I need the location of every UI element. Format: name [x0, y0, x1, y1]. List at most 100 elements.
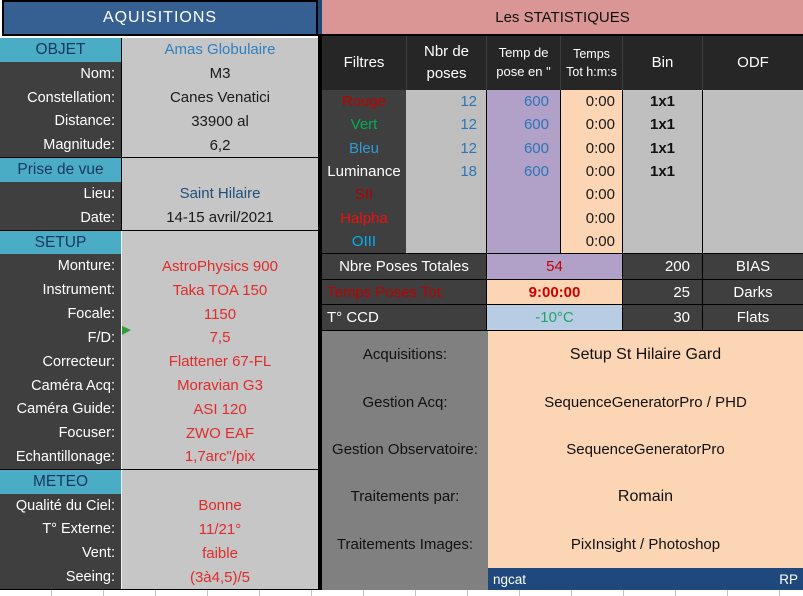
calibration-count-cell[interactable]: 30	[622, 305, 702, 331]
section-header-cell[interactable]: Prise de vue	[0, 158, 121, 182]
info-label-cell[interactable]: Gestion Acq:	[362, 393, 448, 411]
row-value-cell[interactable]: Flattener 67-FL	[121, 349, 318, 374]
poses-cell[interactable]: 18	[406, 159, 486, 184]
exposure-cell[interactable]	[486, 229, 560, 253]
poses-cell[interactable]	[406, 206, 486, 230]
info-value-cell[interactable]: SequenceGeneratorPro	[566, 441, 725, 459]
odf-cell[interactable]	[702, 229, 803, 253]
odf-cell[interactable]	[702, 183, 803, 207]
filter-name-cell[interactable]: SII	[322, 183, 406, 207]
row-label-cell[interactable]: Monture:	[0, 254, 121, 279]
section-header-cell[interactable]: OBJET	[0, 38, 121, 62]
row-label-cell[interactable]: Date:	[0, 205, 121, 230]
statistiques-banner[interactable]: Les STATISTIQUES	[322, 0, 803, 36]
odf-cell[interactable]	[702, 90, 803, 114]
row-label-cell[interactable]: Magnitude:	[0, 133, 121, 158]
row-value-cell[interactable]	[121, 158, 318, 182]
calibration-name-cell[interactable]: BIAS	[702, 254, 803, 279]
row-label-cell[interactable]: Correcteur:	[0, 349, 121, 374]
row-value-cell[interactable]: ASI 120	[121, 397, 318, 422]
total-time-cell[interactable]: 0:00	[560, 183, 622, 207]
filter-name-cell[interactable]: Luminance	[322, 159, 406, 184]
exposure-cell[interactable]: 600	[486, 159, 560, 184]
exposure-cell[interactable]: 600	[486, 113, 560, 137]
row-value-cell[interactable]: Canes Venatici	[121, 85, 318, 110]
row-label-cell[interactable]: Seeing:	[0, 565, 121, 590]
poses-cell[interactable]: 12	[406, 113, 486, 137]
info-value-cell[interactable]: SequenceGeneratorPro / PHD	[544, 393, 747, 411]
info-label-cell[interactable]: Acquisitions:	[362, 346, 448, 364]
exposure-cell[interactable]	[486, 183, 560, 207]
odf-cell[interactable]	[702, 136, 803, 160]
row-label-cell[interactable]: Qualité du Ciel:	[0, 493, 121, 518]
odf-cell[interactable]	[702, 159, 803, 184]
poses-cell[interactable]: 12	[406, 136, 486, 160]
header-nbr-de-poses[interactable]: Nbr de poses	[406, 36, 486, 90]
row-label-cell[interactable]: F/D:	[0, 325, 121, 350]
row-value-cell[interactable]: Moravian G3	[121, 373, 318, 398]
header-temp-de-pose[interactable]: Temp de pose en "	[486, 36, 560, 90]
header-bin[interactable]: Bin	[622, 36, 702, 90]
row-value-cell[interactable]	[121, 230, 318, 255]
exposure-cell[interactable]: 600	[486, 90, 560, 114]
totals-value-cell[interactable]: -10°C	[486, 305, 622, 331]
bin-cell[interactable]: 1x1	[622, 90, 702, 114]
poses-cell[interactable]	[406, 229, 486, 253]
bin-cell[interactable]: 1x1	[622, 159, 702, 184]
row-value-cell[interactable]: 11/21°	[121, 517, 318, 542]
totals-value-cell[interactable]: 9:00:00	[486, 279, 622, 305]
row-label-cell[interactable]: Nom:	[0, 61, 121, 86]
row-value-cell[interactable]	[121, 469, 318, 494]
row-value-cell[interactable]: Taka TOA 150	[121, 278, 318, 303]
row-value-cell[interactable]: 6,2	[121, 133, 318, 158]
row-label-cell[interactable]: Constellation:	[0, 85, 121, 110]
row-label-cell[interactable]: Vent:	[0, 541, 121, 566]
header-filtres[interactable]: Filtres	[343, 54, 385, 72]
section-header-cell[interactable]: SETUP	[0, 230, 121, 255]
total-time-cell[interactable]: 0:00	[560, 90, 622, 114]
row-value-cell[interactable]: 1150	[121, 302, 318, 326]
filter-name-cell[interactable]: Halpha	[322, 206, 406, 230]
total-time-cell[interactable]: 0:00	[560, 206, 622, 230]
odf-cell[interactable]	[702, 206, 803, 230]
info-label-cell[interactable]: Gestion Observatoire:	[332, 441, 478, 459]
total-time-cell[interactable]: 0:00	[560, 159, 622, 184]
row-label-cell[interactable]: Focale:	[0, 302, 121, 326]
row-value-cell[interactable]: 7,5	[121, 325, 318, 350]
info-label-cell[interactable]: Traitements Images:	[336, 535, 474, 553]
filter-name-cell[interactable]: Rouge	[322, 90, 406, 114]
info-value-cell[interactable]: Setup St Hilaire Gard	[569, 345, 722, 363]
row-value-cell[interactable]: M3	[121, 61, 318, 86]
section-header-cell[interactable]: METEO	[0, 469, 121, 494]
poses-cell[interactable]: 12	[406, 90, 486, 114]
row-label-cell[interactable]: Caméra Acq:	[0, 373, 121, 398]
row-value-cell[interactable]: ZWO EAF	[121, 421, 318, 446]
row-label-cell[interactable]: Focuser:	[0, 421, 121, 446]
bin-cell[interactable]	[622, 206, 702, 230]
totals-label-cell[interactable]: T° CCD	[322, 305, 486, 331]
bin-cell[interactable]	[622, 229, 702, 253]
totals-value-cell[interactable]: 54	[486, 254, 622, 279]
row-label-cell[interactable]: Instrument:	[0, 278, 121, 303]
row-label-cell[interactable]: Lieu:	[0, 181, 121, 206]
row-value-cell[interactable]: 14-15 avril/2021	[121, 205, 318, 230]
calibration-name-cell[interactable]: Darks	[702, 279, 803, 305]
row-value-cell[interactable]: Bonne	[121, 493, 318, 518]
info-value-cell[interactable]: PixInsight / Photoshop	[570, 535, 721, 553]
calibration-count-cell[interactable]: 25	[622, 279, 702, 305]
totals-label-cell[interactable]: Nbre Poses Totales	[322, 254, 486, 279]
row-value-cell[interactable]: 1,7arc"/pix	[121, 445, 318, 469]
total-time-cell[interactable]: 0:00	[560, 136, 622, 160]
info-value-cell[interactable]: Romain	[617, 487, 674, 505]
filter-name-cell[interactable]: OIII	[322, 229, 406, 253]
row-value-cell[interactable]: faible	[121, 541, 318, 566]
filter-name-cell[interactable]: Vert	[322, 113, 406, 137]
bin-cell[interactable]	[622, 183, 702, 207]
filter-name-cell[interactable]: Bleu	[322, 136, 406, 160]
total-time-cell[interactable]: 0:00	[560, 229, 622, 253]
exposure-cell[interactable]	[486, 206, 560, 230]
row-value-cell[interactable]: (3à4,5)/5	[121, 565, 318, 590]
row-label-cell[interactable]: Caméra Guide:	[0, 397, 121, 422]
info-label-cell[interactable]: Traitements par:	[350, 488, 460, 506]
calibration-count-cell[interactable]: 200	[622, 254, 702, 279]
